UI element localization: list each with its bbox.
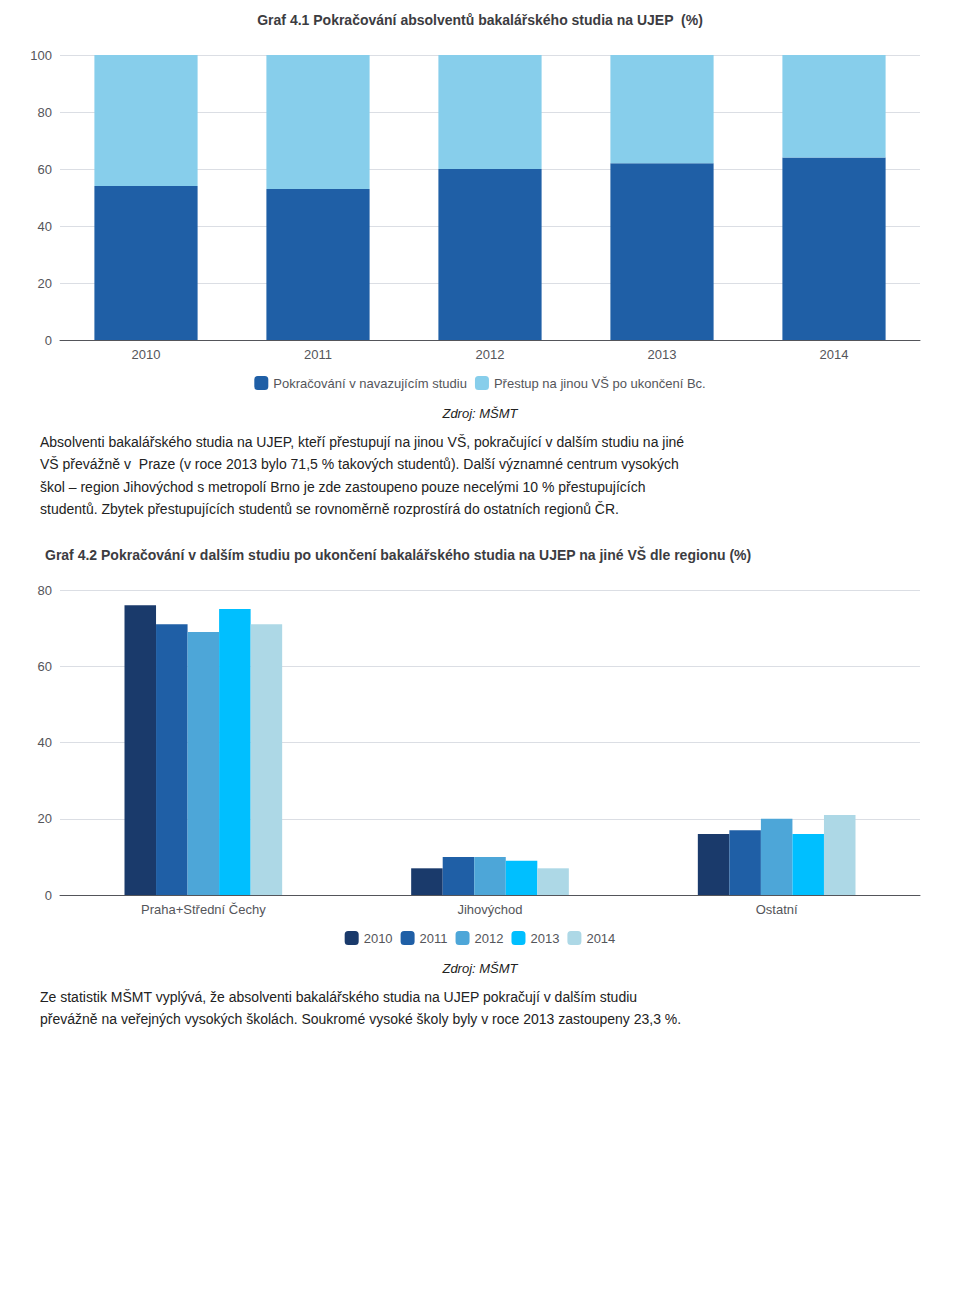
svg-text:20: 20	[38, 276, 52, 291]
svg-text:2014: 2014	[586, 930, 615, 945]
svg-text:2011: 2011	[420, 930, 448, 945]
svg-text:60: 60	[38, 162, 52, 177]
svg-text:Praha+Střední Čechy: Praha+Střední Čechy	[141, 902, 266, 917]
html-text:Zdroj: MŠMT: Zdroj: MŠMT	[442, 960, 518, 976]
svg-text:2013: 2013	[648, 347, 677, 362]
html-text:Absolventi bakalářského studia: Absolventi bakalářského studia na UJEP, …	[40, 434, 685, 518]
svg-text:0: 0	[45, 887, 52, 902]
svg-text:Přestup na jinou VŠ po ukončen: Přestup na jinou VŠ po ukončení Bc.	[494, 376, 706, 391]
svg-text:100: 100	[30, 48, 52, 63]
svg-text:40: 40	[38, 735, 52, 750]
svg-text:2010: 2010	[132, 347, 161, 362]
svg-text:2013: 2013	[530, 930, 559, 945]
svg-text:40: 40	[38, 219, 52, 234]
svg-text:Jihovýchod: Jihovýchod	[457, 902, 522, 917]
svg-text:Graf 4.1 Pokračování absolvent: Graf 4.1 Pokračování absolventů bakalářs…	[257, 12, 703, 28]
svg-text:0: 0	[45, 333, 52, 348]
svg-text:2011: 2011	[304, 347, 332, 362]
svg-text:2014: 2014	[820, 347, 849, 362]
svg-text:Ostatní: Ostatní	[756, 902, 798, 917]
svg-text:2012: 2012	[476, 347, 505, 362]
html-text:Zdroj: MŠMT: Zdroj: MŠMT	[442, 406, 518, 421]
html-text:Ze statistik MŠMT vyplývá, že: Ze statistik MŠMT vyplývá, že absolventi…	[40, 988, 682, 1027]
svg-text:2012: 2012	[475, 930, 504, 945]
svg-text:2010: 2010	[364, 930, 393, 945]
svg-text:20: 20	[38, 811, 52, 826]
svg-text:Graf 4.2 Pokračování v dalším: Graf 4.2 Pokračování v dalším studiu po …	[45, 546, 751, 563]
svg-text:80: 80	[38, 582, 52, 597]
svg-text:Pokračování v navazujícím stud: Pokračování v navazujícím studiu	[273, 376, 467, 391]
svg-text:80: 80	[38, 105, 52, 120]
svg-text:60: 60	[38, 658, 52, 673]
